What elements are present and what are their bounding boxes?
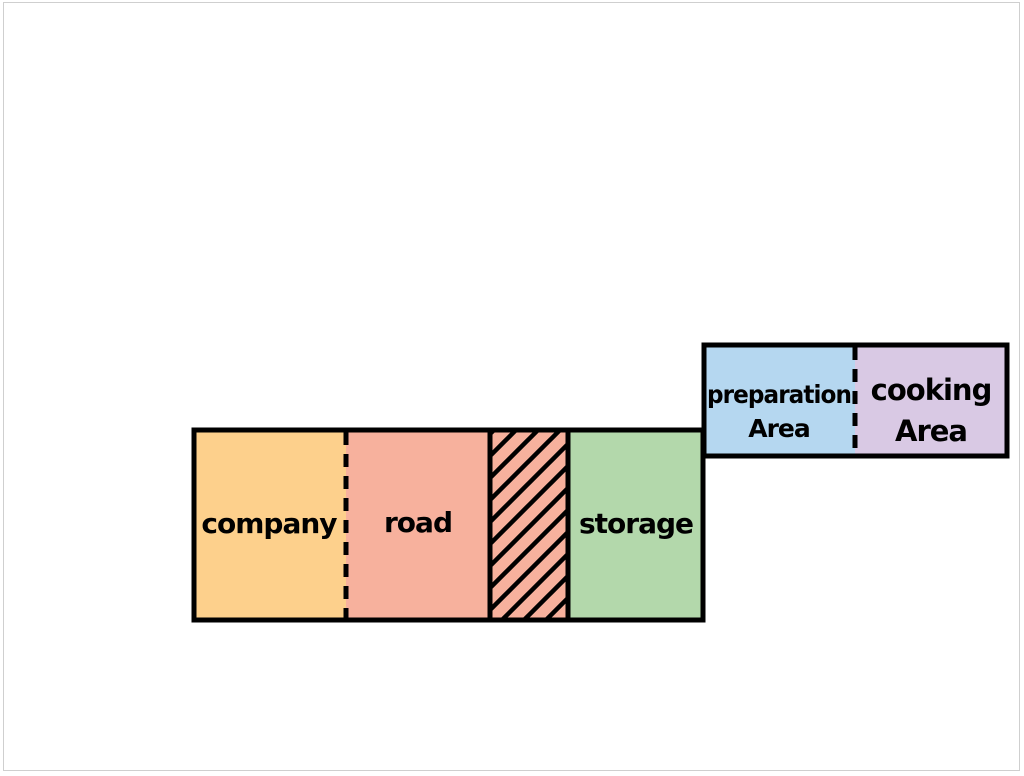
preparation-label-line1: preparation xyxy=(707,380,851,409)
preparation-area-zone xyxy=(704,345,855,456)
hatched-zone xyxy=(490,430,568,620)
road-zone xyxy=(346,430,490,620)
cooking-area-zone xyxy=(855,345,1007,456)
company-zone xyxy=(194,430,346,620)
preparation-label-line2: Area xyxy=(748,414,810,443)
road-label: road xyxy=(384,506,452,539)
company-label: company xyxy=(201,507,337,540)
storage-label: storage xyxy=(579,507,693,540)
cooking-label-line2: Area xyxy=(895,414,967,448)
cooking-label-line1: cooking xyxy=(871,373,992,407)
lower-block-outline xyxy=(191,427,706,623)
storage-zone xyxy=(568,430,703,620)
upper-block-outline xyxy=(701,342,1010,459)
